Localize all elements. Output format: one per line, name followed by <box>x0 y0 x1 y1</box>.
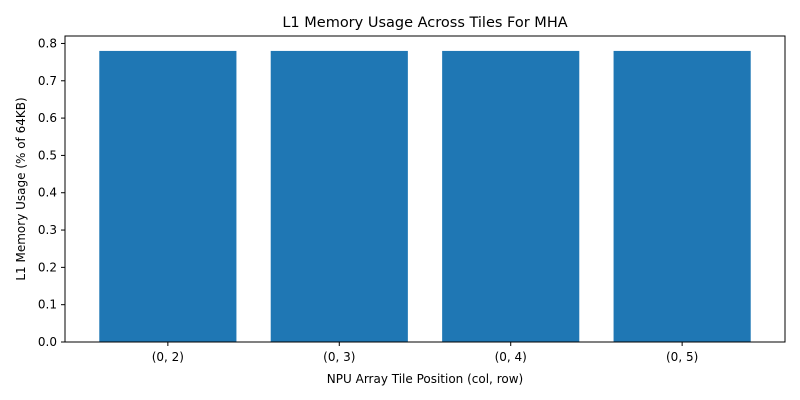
y-axis-label: L1 Memory Usage (% of 64KB) <box>14 97 28 280</box>
y-tick-label-6: 0.6 <box>38 111 57 125</box>
bar-0 <box>99 50 237 343</box>
bar-2 <box>442 50 580 343</box>
bar-1 <box>270 50 408 343</box>
x-tick-label-0: (0, 2) <box>152 350 184 364</box>
x-tick-label-3: (0, 5) <box>666 350 698 364</box>
x-axis: (0, 2) (0, 3) (0, 4) (0, 5) <box>152 342 698 364</box>
y-axis: 0.0 0.1 0.2 0.3 0.4 0.5 0.6 0.7 0.8 <box>38 36 65 349</box>
chart-title: L1 Memory Usage Across Tiles For MHA <box>282 15 567 31</box>
bars-group <box>99 50 751 343</box>
y-tick-label-1: 0.1 <box>38 298 57 312</box>
y-tick-label-7: 0.7 <box>38 74 57 88</box>
x-tick-label-1: (0, 3) <box>323 350 355 364</box>
y-tick-label-0: 0.0 <box>38 335 57 349</box>
plot-frame <box>64 35 786 343</box>
y-tick-label-5: 0.5 <box>38 148 57 162</box>
x-axis-label: NPU Array Tile Position (col, row) <box>327 372 523 386</box>
y-tick-label-4: 0.4 <box>38 186 57 200</box>
x-tick-label-2: (0, 4) <box>495 350 527 364</box>
y-tick-label-3: 0.3 <box>38 223 57 237</box>
y-tick-label-8: 0.8 <box>38 36 57 50</box>
bar-3 <box>613 50 751 343</box>
y-tick-label-2: 0.2 <box>38 260 57 274</box>
